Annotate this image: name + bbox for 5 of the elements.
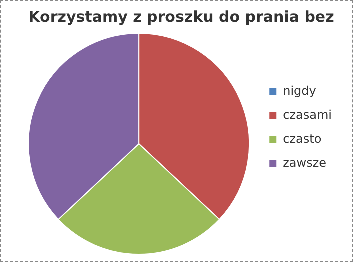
chart-title: Korzystamy z proszku do prania bez — [28, 8, 335, 26]
legend-label: czasami — [283, 108, 332, 122]
legend-label: nigdy — [283, 84, 316, 98]
legend-label: czasto — [283, 132, 322, 146]
legend-label: zawsze — [283, 156, 327, 170]
